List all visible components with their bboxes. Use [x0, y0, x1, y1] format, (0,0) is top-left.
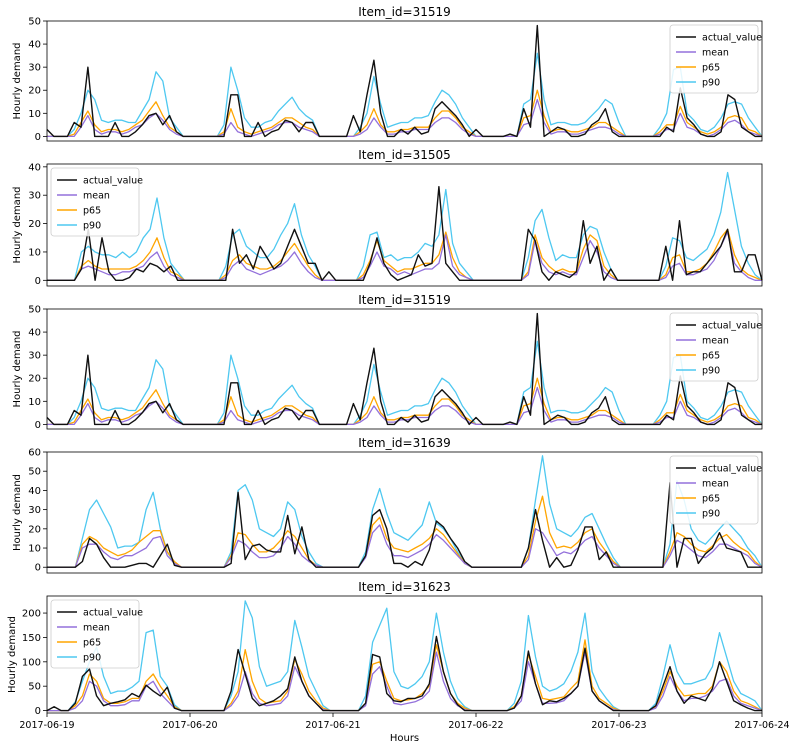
x-tick-label: 2017-06-24	[734, 720, 789, 731]
legend-label: p65	[702, 351, 720, 362]
y-tick-label: 50	[28, 467, 41, 478]
legend-box	[50, 167, 140, 237]
plot-frame	[46, 163, 763, 287]
legend-label: actual_value	[83, 176, 143, 187]
legend-label: p65	[83, 638, 101, 649]
plot-frame	[46, 20, 763, 142]
y-axis-label: Hourly demand	[12, 330, 23, 407]
legend-label: p65	[83, 206, 101, 217]
y-tick-label: 20	[28, 86, 41, 97]
x-tick-label: 2017-06-20	[162, 720, 217, 731]
panel-title: Item_id=31505	[358, 148, 451, 162]
series-line-p90	[47, 600, 763, 712]
legend-label: actual_value	[83, 608, 143, 619]
y-tick-label: 40	[28, 486, 41, 497]
legend-label: p90	[702, 509, 720, 520]
panel-title: Item_id=31519	[358, 293, 451, 307]
x-tick-label: 2017-06-19	[19, 720, 74, 731]
legend-label: p65	[702, 63, 720, 74]
legend-box	[669, 24, 759, 94]
y-tick-label: 20	[28, 524, 41, 535]
y-tick-label: 10	[28, 544, 41, 555]
x-tick-label: 2017-06-22	[448, 720, 503, 731]
panel-4: Item_id=31639 Hourly demand 0 10 20 30 40 50 60 a…	[12, 436, 763, 574]
y-tick-label: 30	[28, 351, 41, 362]
legend-label: p90	[83, 653, 101, 664]
panel-1: Item_id=31519 Hourly demand 0 10 20 30 40 50 act…	[12, 5, 763, 143]
y-tick-label: 10	[28, 397, 41, 408]
series-line-p90	[47, 171, 763, 281]
y-tick-label: 40	[28, 40, 41, 51]
y-tick-label: 60	[28, 448, 41, 459]
legend-label: p90	[702, 366, 720, 377]
legend-label: actual_value	[702, 321, 762, 332]
legend-label: p90	[83, 221, 101, 232]
series-line-actual-value	[47, 482, 762, 568]
legend-label: p65	[702, 494, 720, 505]
plot-frame	[46, 595, 763, 714]
y-tick-label: 30	[28, 505, 41, 516]
y-axis-label: Hourly demand	[12, 42, 23, 119]
panel-title: Item_id=31623	[358, 580, 451, 594]
y-tick-label: 50	[28, 305, 41, 316]
y-tick-label: 0	[35, 420, 41, 431]
series-line-actual-value	[47, 185, 763, 281]
y-axis-label: Hourly demand	[12, 474, 23, 551]
y-tick-label: 30	[28, 191, 41, 202]
series-line-mean	[47, 231, 762, 281]
y-tick-label: 0	[35, 132, 41, 143]
x-axis-label: Hours	[390, 733, 419, 744]
series-line-actual-value	[46, 312, 762, 426]
legend-label: mean	[702, 48, 729, 59]
y-tick-label: 20	[28, 374, 41, 385]
legend-label: actual_value	[702, 464, 762, 475]
series-line-actual-value	[46, 635, 762, 712]
y-tick-label: 150	[22, 633, 41, 644]
legend-box	[669, 455, 759, 525]
y-tick-label: 50	[28, 682, 41, 693]
panel-5: Item_id=31623 Hourly demand 0 50 100 150 200 ac…	[7, 580, 790, 744]
y-tick-label: 10	[28, 247, 41, 258]
y-tick-label: 200	[22, 609, 41, 620]
y-tick-label: 10	[28, 109, 41, 120]
y-tick-label: 50	[28, 17, 41, 28]
legend-label: mean	[83, 191, 110, 202]
y-axis-label: Hourly demand	[12, 186, 23, 263]
legend-label: actual_value	[702, 33, 762, 44]
y-axis-label: Hourly demand	[7, 616, 18, 693]
panel-title: Item_id=31639	[358, 436, 451, 450]
x-tick-label: 2017-06-21	[305, 720, 360, 731]
y-tick-label: 0	[35, 563, 41, 574]
legend-label: mean	[83, 623, 110, 634]
series-line-actual-value	[46, 24, 762, 138]
legend-label: mean	[702, 336, 729, 347]
y-tick-label: 0	[35, 706, 41, 717]
y-tick-label: 40	[28, 162, 41, 173]
y-tick-label: 40	[28, 328, 41, 339]
series-line-mean	[47, 651, 763, 712]
y-tick-label: 100	[22, 657, 41, 668]
series-line-p90	[47, 340, 763, 426]
plot-frame	[46, 451, 763, 574]
y-tick-label: 30	[28, 63, 41, 74]
legend-box	[669, 312, 759, 382]
panel-3: Item_id=31519 Hourly demand 0 10 20 30 40 50 act…	[12, 293, 763, 431]
legend-label: mean	[702, 479, 729, 490]
plot-frame	[46, 308, 763, 430]
y-tick-label: 0	[35, 276, 41, 287]
series-line-p90	[47, 52, 763, 138]
panel-title: Item_id=31519	[358, 5, 451, 19]
panel-2: Item_id=31505 Hourly demand 0 10 20 30 40 actua…	[12, 148, 763, 287]
y-tick-label: 20	[28, 219, 41, 230]
legend-box	[50, 599, 140, 669]
x-tick-label: 2017-06-23	[591, 720, 646, 731]
legend-label: p90	[702, 78, 720, 89]
